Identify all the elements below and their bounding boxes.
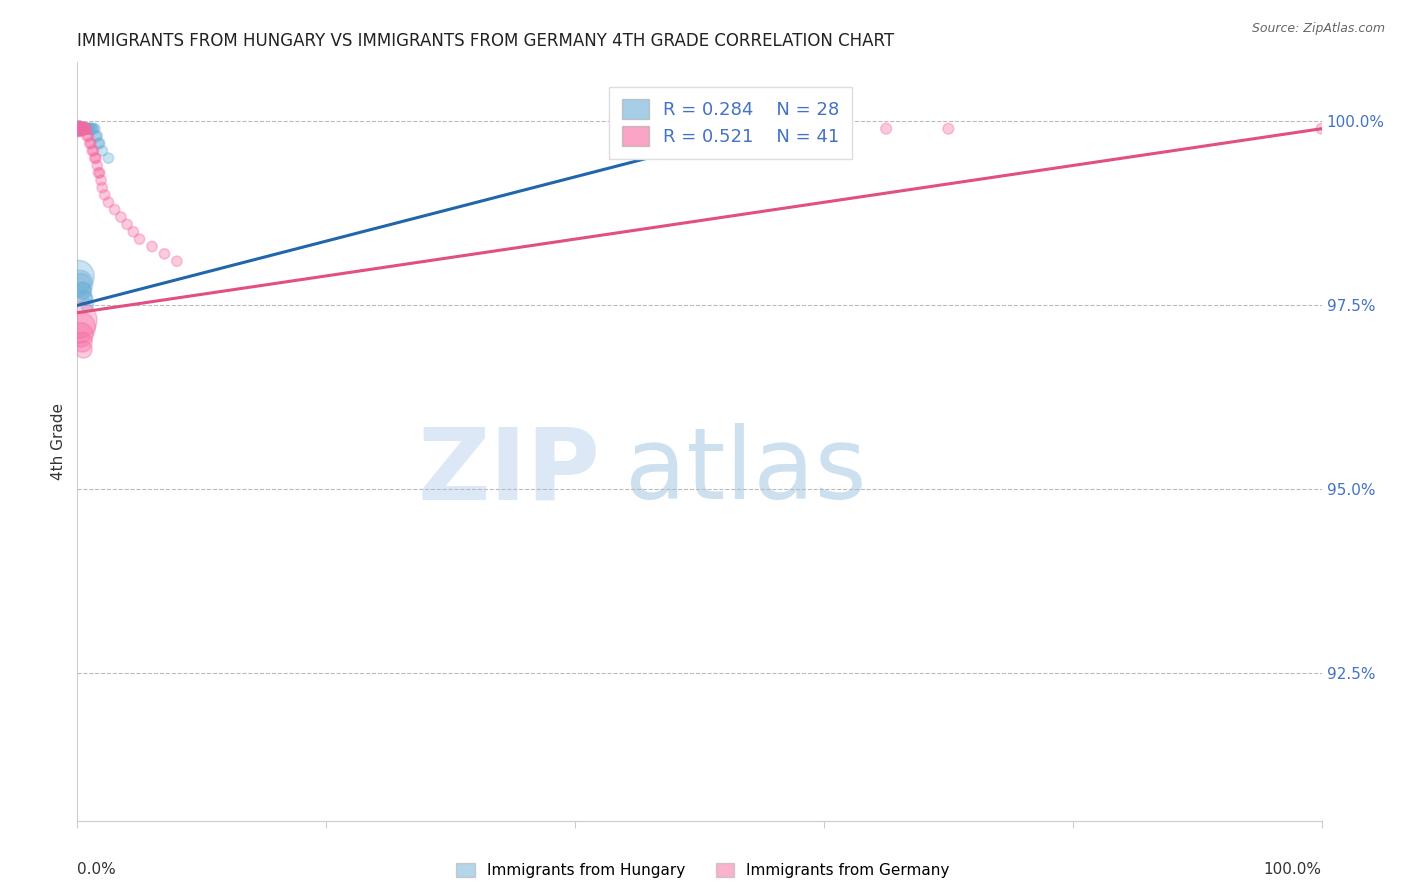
Point <box>77 129 100 144</box>
Point <box>83 151 105 165</box>
Point <box>72 121 94 136</box>
Point <box>76 298 98 312</box>
Point <box>83 121 105 136</box>
Point <box>89 166 111 180</box>
Point <box>69 277 91 291</box>
Point <box>67 121 90 136</box>
Point <box>153 247 176 261</box>
Point <box>76 129 98 144</box>
Point <box>73 121 96 136</box>
Legend: Immigrants from Hungary, Immigrants from Germany: Immigrants from Hungary, Immigrants from… <box>450 856 956 884</box>
Point <box>91 144 114 158</box>
Point <box>141 239 163 253</box>
Point <box>166 254 188 268</box>
Point <box>813 121 835 136</box>
Point <box>86 129 108 144</box>
Point <box>77 121 100 136</box>
Point <box>122 225 145 239</box>
Point <box>936 121 959 136</box>
Point <box>1310 121 1333 136</box>
Point <box>84 151 107 165</box>
Point <box>70 121 93 136</box>
Point <box>70 327 93 342</box>
Point <box>97 195 120 210</box>
Text: atlas: atlas <box>624 424 866 520</box>
Point <box>69 320 91 334</box>
Point <box>76 121 98 136</box>
Point <box>90 173 112 187</box>
Text: 100.0%: 100.0% <box>1264 863 1322 878</box>
Point <box>69 121 91 136</box>
Point <box>80 136 103 151</box>
Point <box>75 121 97 136</box>
Point <box>79 136 101 151</box>
Point <box>82 144 104 158</box>
Point <box>83 121 105 136</box>
Point <box>72 343 94 357</box>
Legend: R = 0.284    N = 28, R = 0.521    N = 41: R = 0.284 N = 28, R = 0.521 N = 41 <box>609 87 852 159</box>
Point <box>87 166 110 180</box>
Point <box>93 188 115 202</box>
Point <box>875 121 897 136</box>
Point <box>72 121 94 136</box>
Y-axis label: 4th Grade: 4th Grade <box>51 403 66 480</box>
Point <box>75 121 97 136</box>
Point <box>72 335 94 350</box>
Text: 0.0%: 0.0% <box>77 863 117 878</box>
Point <box>87 136 110 151</box>
Point <box>84 129 107 144</box>
Point <box>72 121 94 136</box>
Point <box>128 232 150 246</box>
Point <box>115 218 138 232</box>
Point <box>97 151 120 165</box>
Point <box>751 121 773 136</box>
Point <box>72 121 94 136</box>
Point <box>73 121 96 136</box>
Point <box>86 159 108 173</box>
Point <box>69 121 91 136</box>
Point <box>75 291 97 305</box>
Point <box>104 202 127 217</box>
Point <box>72 284 94 298</box>
Point <box>73 291 96 305</box>
Point <box>67 121 90 136</box>
Point <box>83 144 105 158</box>
Point <box>82 121 104 136</box>
Point <box>89 136 111 151</box>
Point <box>689 121 711 136</box>
Point <box>70 121 93 136</box>
Point <box>91 180 114 194</box>
Point <box>79 121 101 136</box>
Point <box>70 277 93 291</box>
Point <box>72 284 94 298</box>
Point <box>80 121 103 136</box>
Text: IMMIGRANTS FROM HUNGARY VS IMMIGRANTS FROM GERMANY 4TH GRADE CORRELATION CHART: IMMIGRANTS FROM HUNGARY VS IMMIGRANTS FR… <box>77 32 894 50</box>
Text: Source: ZipAtlas.com: Source: ZipAtlas.com <box>1251 22 1385 36</box>
Point <box>67 268 90 283</box>
Point <box>67 313 90 327</box>
Point <box>110 210 132 224</box>
Text: ZIP: ZIP <box>418 424 600 520</box>
